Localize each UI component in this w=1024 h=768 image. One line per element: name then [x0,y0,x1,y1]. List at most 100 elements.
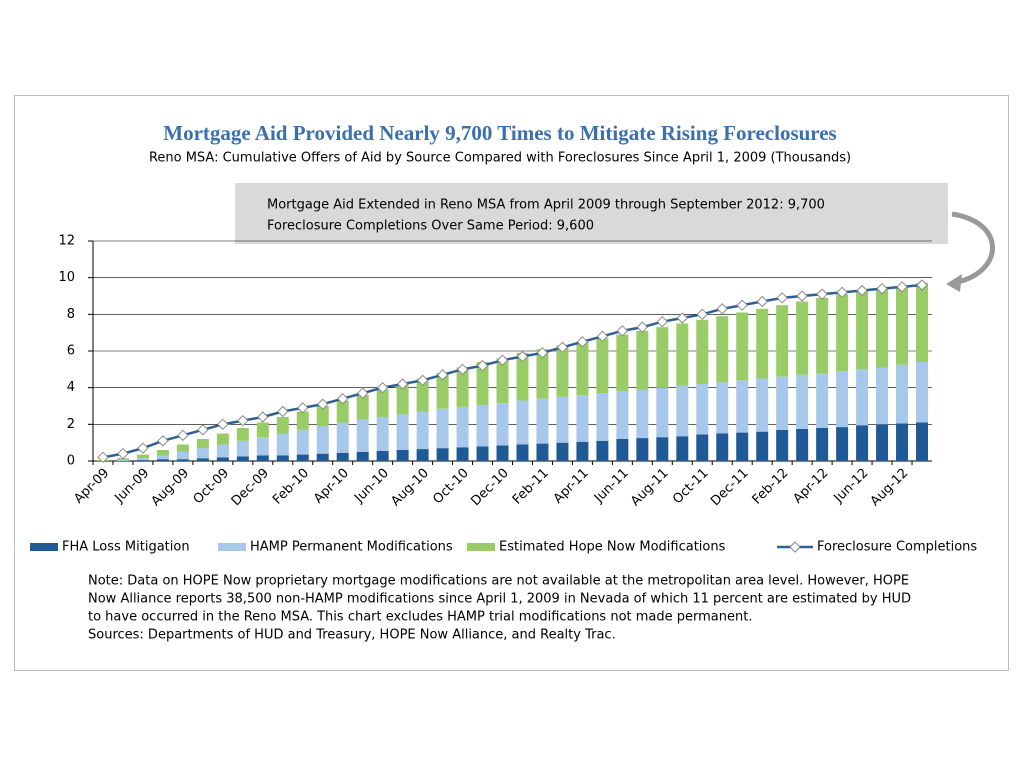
legend-swatch [30,543,58,551]
bar [316,453,329,461]
bar [536,398,549,444]
point [636,321,649,333]
bar [736,380,749,433]
bar [336,422,349,453]
legend-label: FHA Loss Mitigation [62,540,190,555]
bar [916,362,929,423]
bar [236,440,249,457]
bar [776,429,789,461]
point [836,286,848,299]
callout-arrow [951,211,995,285]
point [596,330,609,343]
point [776,292,788,304]
point [396,378,409,390]
bar [236,456,249,461]
legend-swatch [218,543,246,551]
bar [536,349,549,399]
chart-title: Mortgage Aid Provided Nearly 9,700 Times… [163,121,836,145]
point [496,354,509,366]
bar [756,431,769,461]
point [237,414,249,427]
bar [136,460,149,461]
bar [176,444,189,452]
bar [216,444,229,458]
bar [636,438,649,461]
note: to have occurred in the Reno MSA. This c… [88,610,752,625]
bar [676,436,689,461]
bar [416,449,429,461]
bar [156,455,169,460]
bar [116,460,129,461]
point [896,281,908,293]
point [137,442,149,454]
y-tick-label: 6 [67,344,75,359]
bar [256,422,269,438]
bar [296,454,309,461]
y-tick-label: 12 [58,234,75,249]
y-tick-label: 10 [58,270,75,285]
bar [296,429,309,455]
bar [396,414,409,450]
bar [496,403,509,446]
bar [736,432,749,461]
callout-arrowhead [946,274,962,292]
bar [196,458,209,461]
bar [556,345,569,397]
point [356,387,369,399]
bar [556,442,569,461]
bar [856,425,869,461]
point [157,435,169,447]
bar [296,411,309,430]
bar [496,358,509,404]
chart-subtitle: Reno MSA: Cumulative Offers of Aid by So… [149,151,851,166]
point [576,336,589,348]
bar [756,378,769,432]
bar [456,406,469,448]
bar [276,455,289,461]
bar [916,283,929,362]
point [876,282,888,295]
bar [156,459,169,461]
bar [676,385,689,437]
bar [716,316,729,383]
bar [476,405,489,447]
bar [796,301,809,375]
point [556,341,569,354]
legend-swatch [467,543,495,551]
bar [856,290,869,370]
bar [756,308,769,379]
bar [476,362,489,406]
bar [356,419,369,452]
point [676,312,689,324]
bar [816,373,829,428]
point [297,402,309,414]
bar [656,437,669,461]
bar [176,451,189,460]
bar [556,396,569,443]
annotation: Mortgage Aid Extended in Reno MSA from A… [267,198,825,213]
bar [696,384,709,435]
bar [196,448,209,459]
bar [456,367,469,407]
bar [716,433,729,461]
legend-label: HAMP Permanent Modifications [250,540,453,555]
point [516,350,529,363]
bar [576,341,589,395]
bar [316,426,329,454]
bar [876,424,889,461]
bar [436,408,449,449]
point [536,347,549,359]
bar [716,382,729,434]
bar [896,364,909,424]
bar [876,288,889,368]
point [476,359,489,372]
bar [876,367,889,425]
point [177,429,189,442]
bar [856,369,869,426]
bar [796,428,809,461]
bar [216,433,229,445]
bar [336,452,349,461]
bar [436,373,449,409]
